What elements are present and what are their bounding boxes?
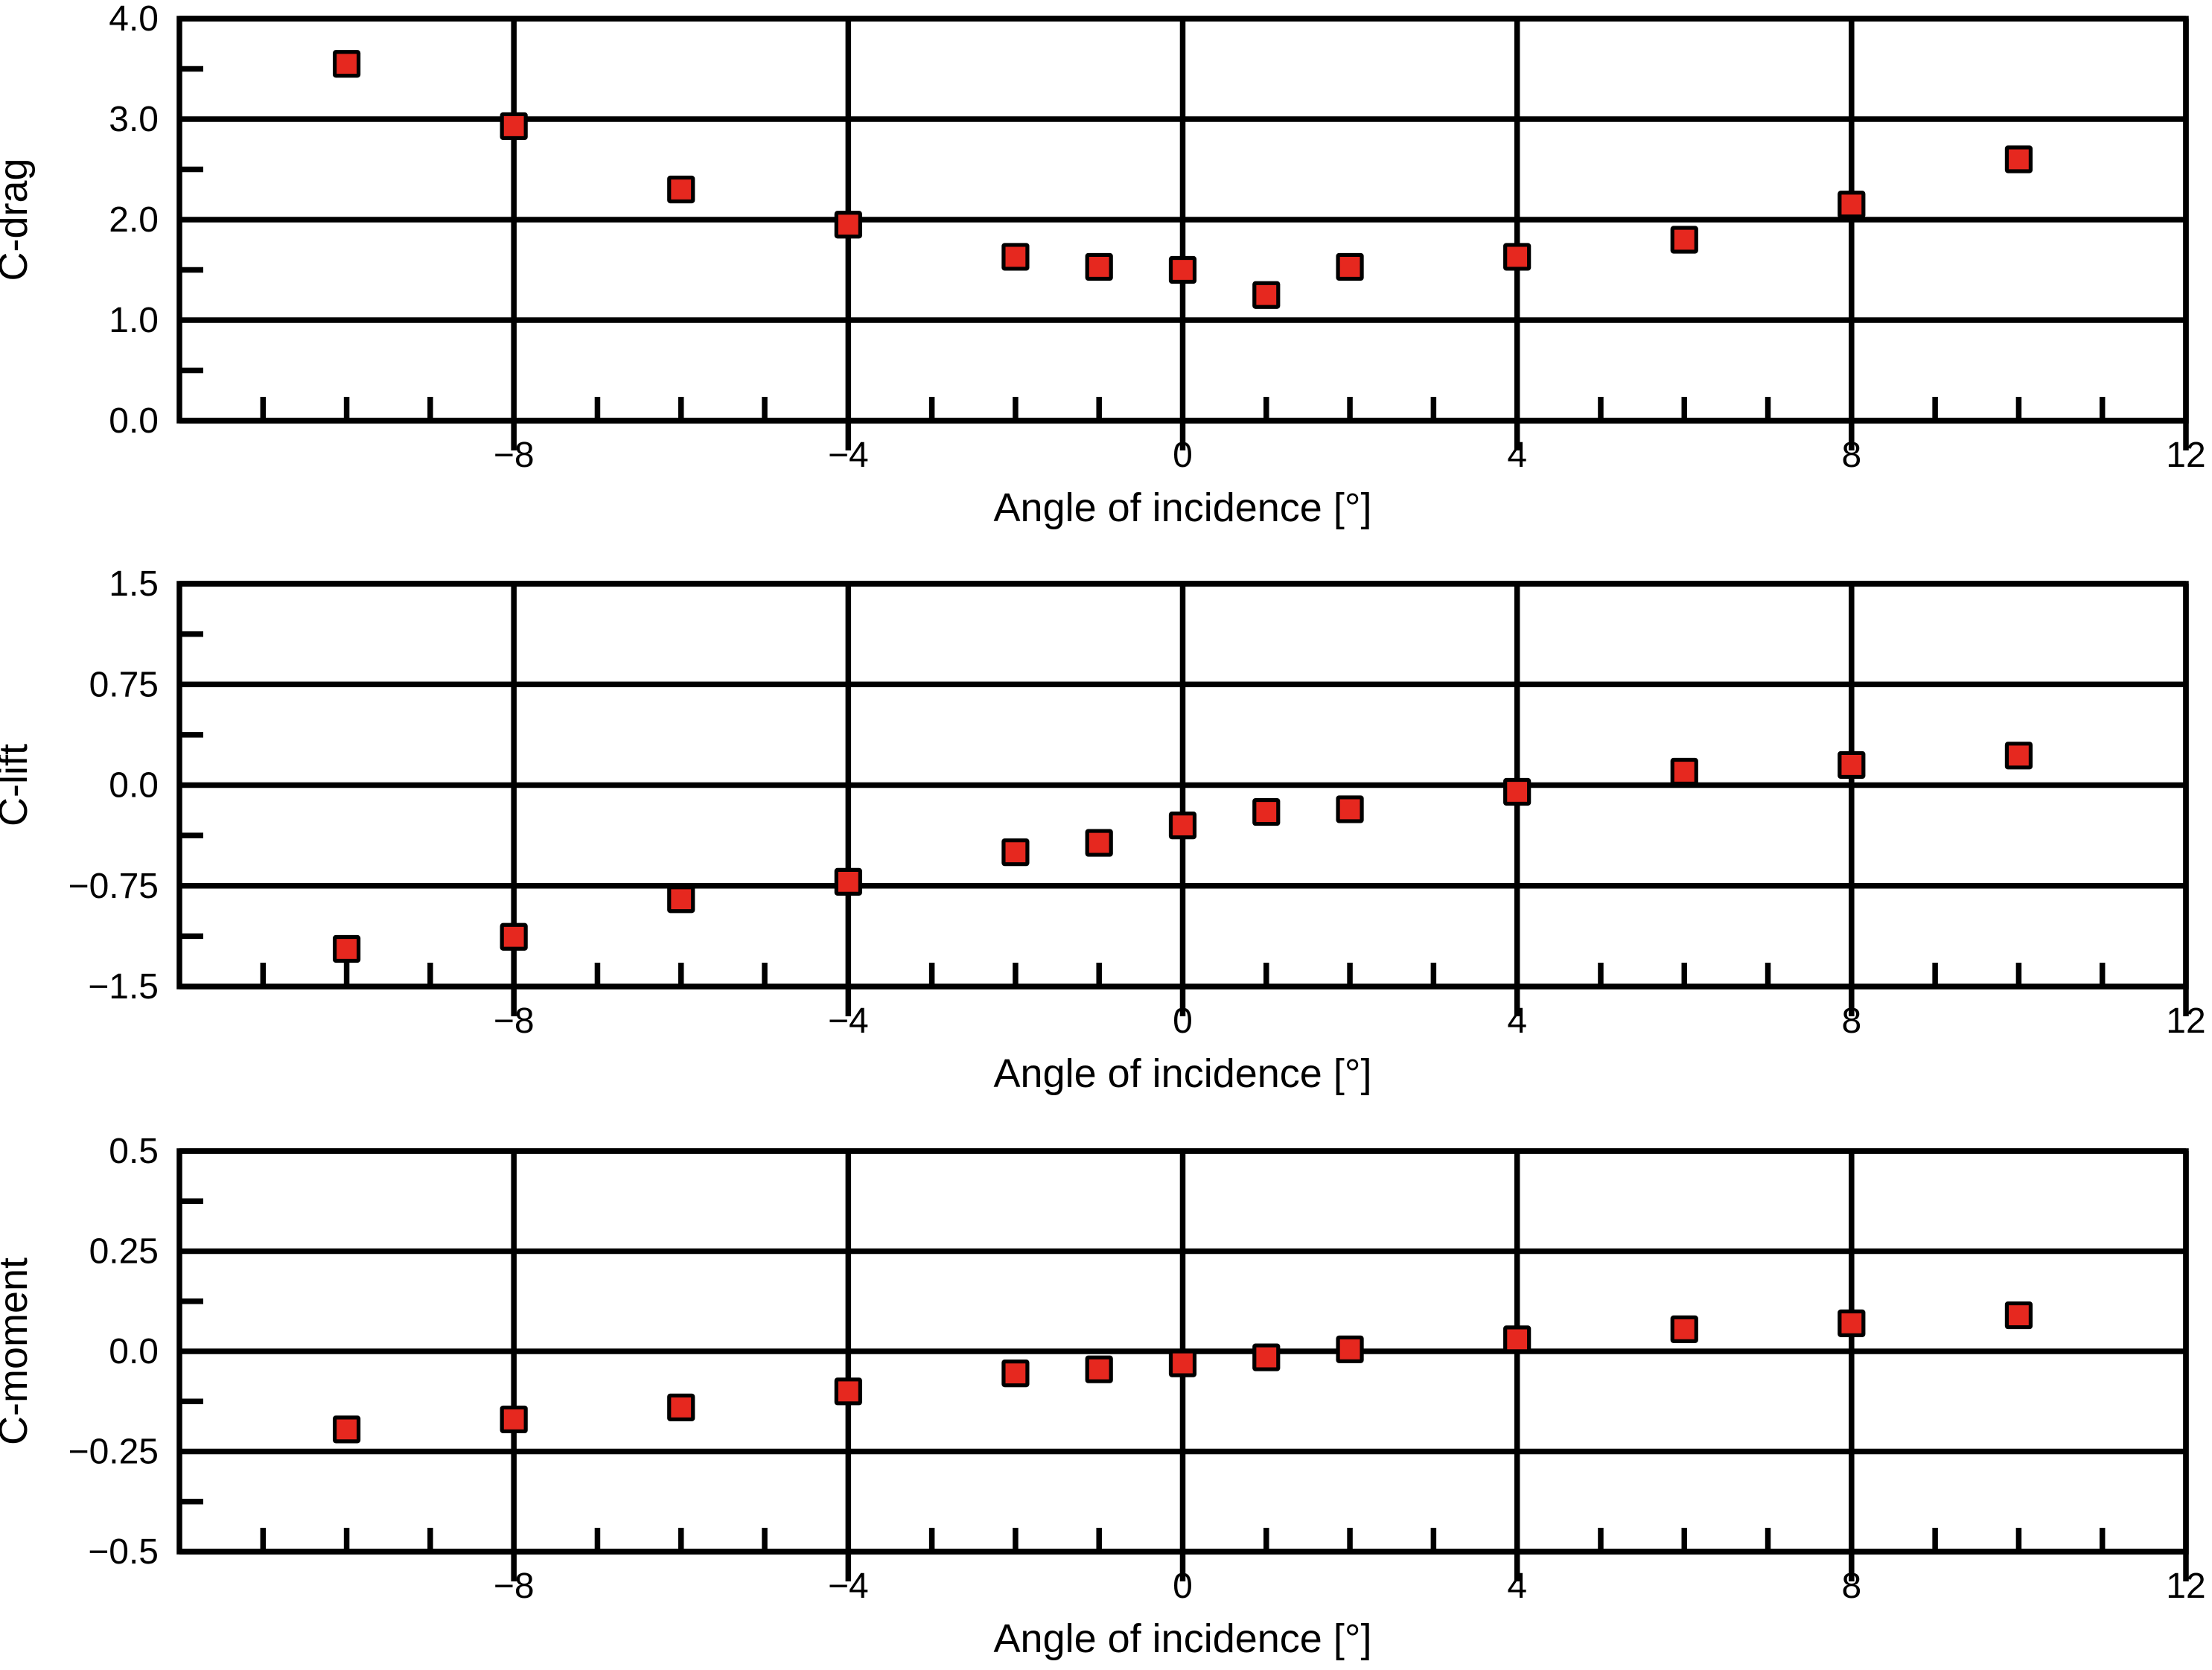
svg-text:−8: −8 bbox=[494, 1567, 535, 1606]
svg-text:12: 12 bbox=[2166, 1001, 2205, 1041]
svg-text:−4: −4 bbox=[828, 1567, 869, 1606]
svg-text:0.75: 0.75 bbox=[89, 665, 159, 704]
svg-text:0.25: 0.25 bbox=[89, 1232, 159, 1272]
svg-text:−4: −4 bbox=[828, 1001, 869, 1041]
svg-text:2.0: 2.0 bbox=[109, 200, 159, 240]
svg-text:0.0: 0.0 bbox=[109, 766, 159, 806]
svg-text:1.0: 1.0 bbox=[109, 301, 159, 340]
svg-text:−0.5: −0.5 bbox=[88, 1532, 159, 1572]
svg-text:0.0: 0.0 bbox=[109, 401, 159, 441]
svg-text:−0.75: −0.75 bbox=[68, 867, 159, 906]
svg-text:−0.25: −0.25 bbox=[68, 1432, 159, 1472]
svg-text:−8: −8 bbox=[494, 1001, 535, 1041]
svg-text:12: 12 bbox=[2166, 1567, 2205, 1606]
svg-text:8: 8 bbox=[1841, 1001, 1861, 1041]
svg-text:0.0: 0.0 bbox=[109, 1332, 159, 1371]
svg-text:C-drag: C-drag bbox=[0, 158, 36, 281]
svg-text:Angle of incidence [°]: Angle of incidence [°] bbox=[994, 485, 1372, 530]
svg-text:0.5: 0.5 bbox=[109, 1132, 159, 1171]
svg-text:−1.5: −1.5 bbox=[88, 967, 159, 1007]
svg-text:8: 8 bbox=[1841, 1567, 1861, 1606]
svg-text:3.0: 3.0 bbox=[109, 100, 159, 139]
svg-text:8: 8 bbox=[1841, 436, 1861, 475]
svg-text:C-moment: C-moment bbox=[0, 1258, 36, 1445]
svg-text:4: 4 bbox=[1507, 436, 1527, 475]
svg-text:4: 4 bbox=[1507, 1567, 1527, 1606]
svg-text:C-lift: C-lift bbox=[0, 744, 36, 826]
svg-text:Angle of incidence [°]: Angle of incidence [°] bbox=[994, 1051, 1372, 1096]
svg-text:12: 12 bbox=[2166, 436, 2205, 475]
svg-text:1.5: 1.5 bbox=[109, 564, 159, 604]
svg-text:0: 0 bbox=[1173, 1567, 1193, 1606]
svg-text:0: 0 bbox=[1173, 436, 1193, 475]
svg-text:Angle of incidence [°]: Angle of incidence [°] bbox=[994, 1616, 1372, 1661]
svg-text:4.0: 4.0 bbox=[109, 0, 159, 39]
svg-text:4: 4 bbox=[1507, 1001, 1527, 1041]
svg-text:−4: −4 bbox=[828, 436, 869, 475]
svg-text:−8: −8 bbox=[494, 436, 535, 475]
svg-text:0: 0 bbox=[1173, 1001, 1193, 1041]
